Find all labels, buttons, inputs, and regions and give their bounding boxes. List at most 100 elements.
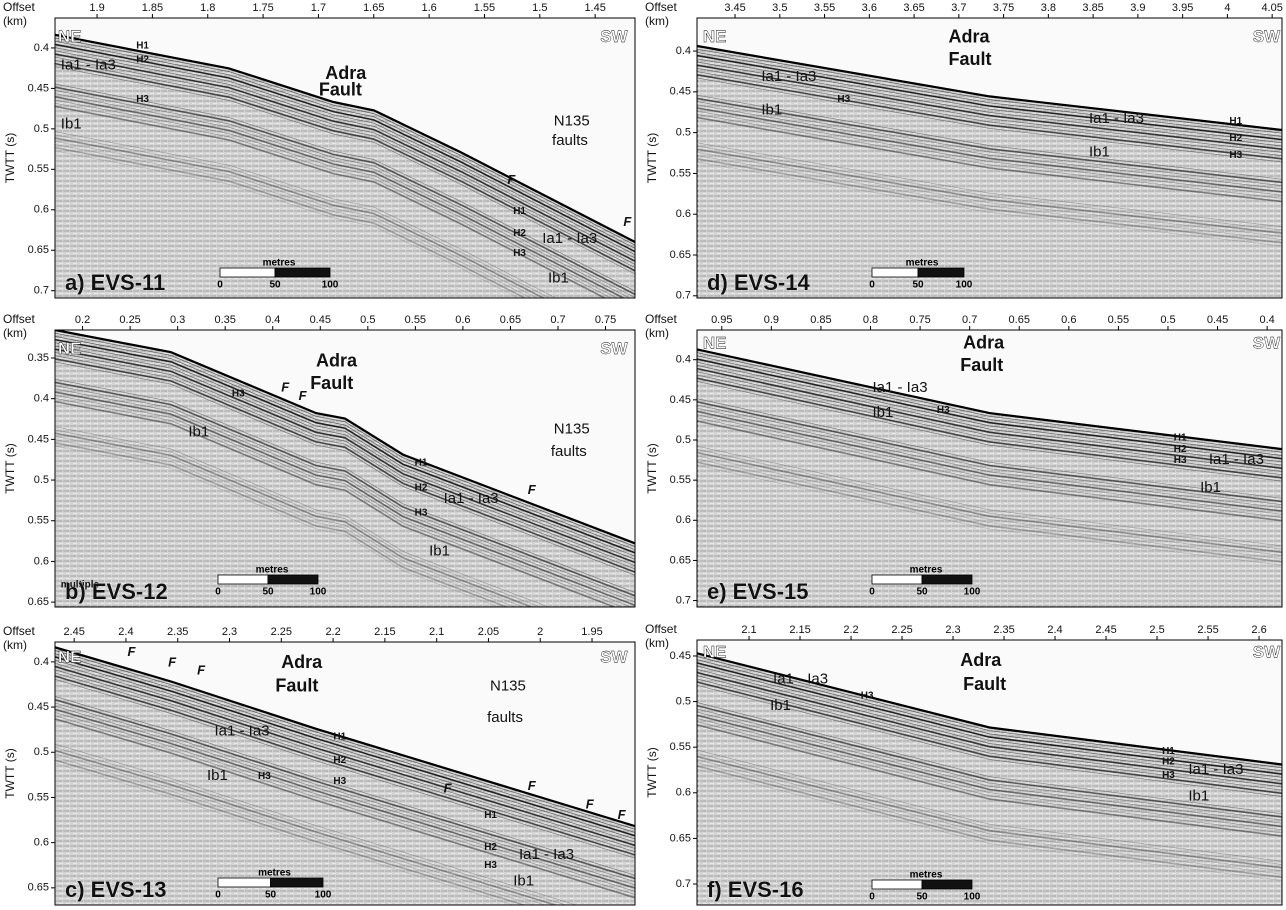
x-tick-label: 2.15 [789,624,810,636]
annotation: H3 [1229,150,1242,161]
annotation: SW [600,647,628,666]
scale-label: 0 [869,280,875,291]
x-tick-label: 0.9 [764,314,779,326]
y-tick-label: 0.65 [28,244,49,256]
scale-title: metres [263,258,296,269]
panel-label: a) EVS-11 [65,270,165,295]
scale-segment [922,880,972,889]
annotation: F [623,214,632,229]
scale-segment [275,268,330,277]
scale-segment [218,575,268,584]
x-tick-label: 2.5 [1149,624,1164,636]
x-tick-label: 2.3 [945,624,960,636]
x-tick-label: 3.85 [1082,2,1103,14]
scale-label: 100 [322,280,339,291]
x-tick-label: 0.5 [360,314,375,326]
annotation: Ia1 - Ia3 [444,490,499,507]
x-axis-unit: (km) [3,326,27,340]
x-tick-label: 3.95 [1172,2,1193,14]
y-tick-label: 0.4 [34,656,49,668]
annotation: Adra [316,351,358,371]
annotation: NE [703,333,727,352]
annotation: SW [1253,643,1281,662]
scale-title: metres [256,565,289,576]
annotation: SW [600,27,628,46]
y-tick-label: 0.7 [676,878,691,890]
x-tick-label: 0.6 [1061,314,1076,326]
annotation: H2 [333,755,346,766]
annotation: Ib1 [1089,143,1110,160]
annotation: SW [1253,27,1281,46]
annotation: H1 [484,810,497,821]
x-axis-title: Offset [3,312,35,326]
annotation: Ia1 - Ia3 [761,68,816,85]
x-axis-unit: (km) [645,326,669,340]
x-tick-label: 0.4 [1259,314,1274,326]
x-tick-label: 0.85 [810,314,831,326]
x-tick-label: 3.45 [724,2,745,14]
x-tick-label: 2.1 [429,626,444,638]
annotation: NE [58,27,82,46]
y-tick-label: 0.45 [28,433,49,445]
annotation: NE [58,647,82,666]
annotation: H3 [937,405,950,416]
scale-label: 50 [262,587,274,598]
annotation: Ib1 [1188,787,1209,804]
x-tick-label: 0.55 [1108,314,1129,326]
scale-segment [271,878,324,887]
panel-label: d) EVS-14 [707,270,810,295]
y-tick-label: 0.5 [34,474,49,486]
annotation: H2 [415,483,428,494]
y-tick-label: 0.6 [676,208,691,220]
annotation: Ia1 - Ia3 [773,671,828,688]
x-tick-label: 2.35 [993,624,1014,636]
panel-label: b) EVS-12 [65,579,168,604]
y-tick-label: 0.7 [676,594,691,606]
y-axis-title: TWTT (s) [645,747,659,797]
annotation: faults [487,709,523,726]
annotation: Adra [960,650,1002,670]
x-axis-unit: (km) [3,14,27,28]
y-axis-title: TWTT (s) [645,133,659,183]
y-axis-title: TWTT (s) [3,133,17,183]
x-tick-label: 0.65 [1009,314,1030,326]
y-tick-label: 0.45 [670,650,691,662]
x-tick-label: 2.25 [271,626,292,638]
y-tick-label: 0.55 [670,741,691,753]
annotation: Ia1 - Ia3 [873,379,928,396]
x-tick-label: 3.55 [814,2,835,14]
x-tick-label: 1.9 [89,2,104,14]
y-tick-label: 0.6 [676,514,691,526]
annotation: H3 [861,690,874,701]
scale-label: 50 [912,280,924,291]
annotation: N135 [490,678,526,695]
scale-label: 50 [269,280,281,291]
y-tick-label: 0.55 [28,791,49,803]
x-tick-label: 0.45 [1207,314,1228,326]
figure: 1.91.851.81.751.71.651.61.551.51.450.40.… [0,0,1286,910]
x-tick-label: 1.5 [532,2,547,14]
y-tick-label: 0.55 [670,167,691,179]
annotation: N135 [554,421,590,438]
annotation: Ib1 [770,697,791,714]
annotation: Fault [963,674,1006,694]
x-tick-label: 2.35 [167,626,188,638]
scale-label: 100 [310,587,327,598]
y-tick-label: 0.5 [676,127,691,139]
annotation: Adra [949,26,991,46]
x-tick-label: 1.65 [363,2,384,14]
x-tick-label: 3.7 [951,2,966,14]
y-tick-label: 0.5 [676,434,691,446]
annotation: H2 [484,842,497,853]
scale-label: 0 [217,280,223,291]
y-tick-label: 0.6 [34,204,49,216]
annotation: Ia1 - Ia3 [519,846,574,863]
scale-label: 50 [916,892,928,903]
annotation: H3 [837,94,850,105]
x-tick-label: 2.2 [843,624,858,636]
y-tick-label: 0.5 [676,695,691,707]
y-tick-label: 0.55 [28,163,49,175]
y-tick-label: 0.45 [670,86,691,98]
annotation: Ib1 [873,404,894,421]
annotation: H1 [1162,746,1175,757]
